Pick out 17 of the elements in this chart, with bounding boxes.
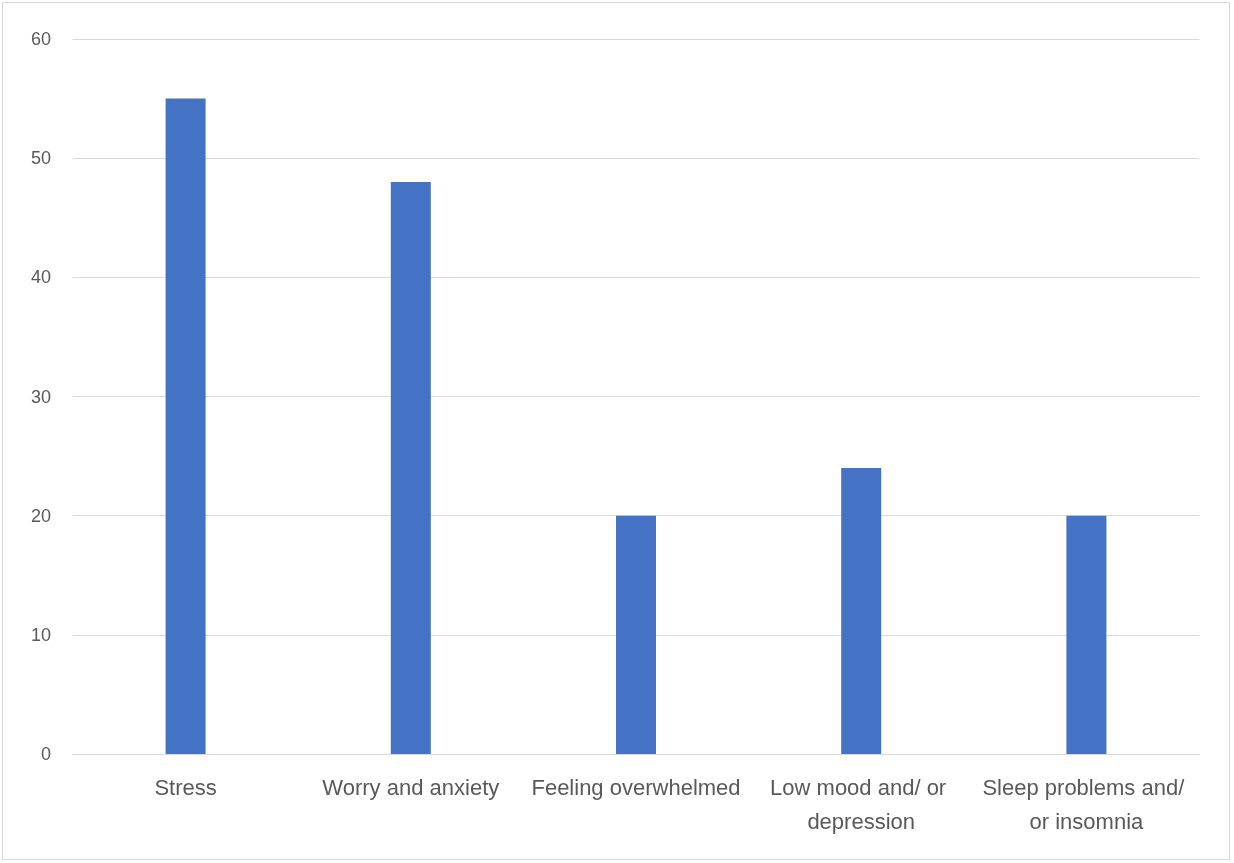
y-tick-label: 30 bbox=[30, 386, 51, 407]
y-tick-label: 40 bbox=[30, 267, 51, 288]
bar bbox=[165, 98, 206, 754]
y-tick-label: 0 bbox=[40, 744, 51, 764]
x-tick-label: Worry and anxiety bbox=[322, 774, 500, 800]
bar bbox=[390, 182, 431, 754]
y-tick-label: 50 bbox=[30, 148, 51, 169]
bar bbox=[616, 515, 656, 754]
y-tick-label: 10 bbox=[30, 624, 51, 645]
x-tick-label: Sleep problems and/ or insomnia bbox=[982, 774, 1191, 834]
bar bbox=[841, 468, 882, 754]
y-tick-label: 20 bbox=[30, 505, 51, 526]
y-tick-label: 60 bbox=[30, 29, 51, 49]
bar bbox=[1066, 515, 1107, 754]
x-tick-label: Feeling overwhelmed bbox=[531, 774, 741, 800]
x-tick-label: Low mood and/ or depression bbox=[770, 774, 953, 834]
x-tick-label: Stress bbox=[154, 774, 217, 800]
